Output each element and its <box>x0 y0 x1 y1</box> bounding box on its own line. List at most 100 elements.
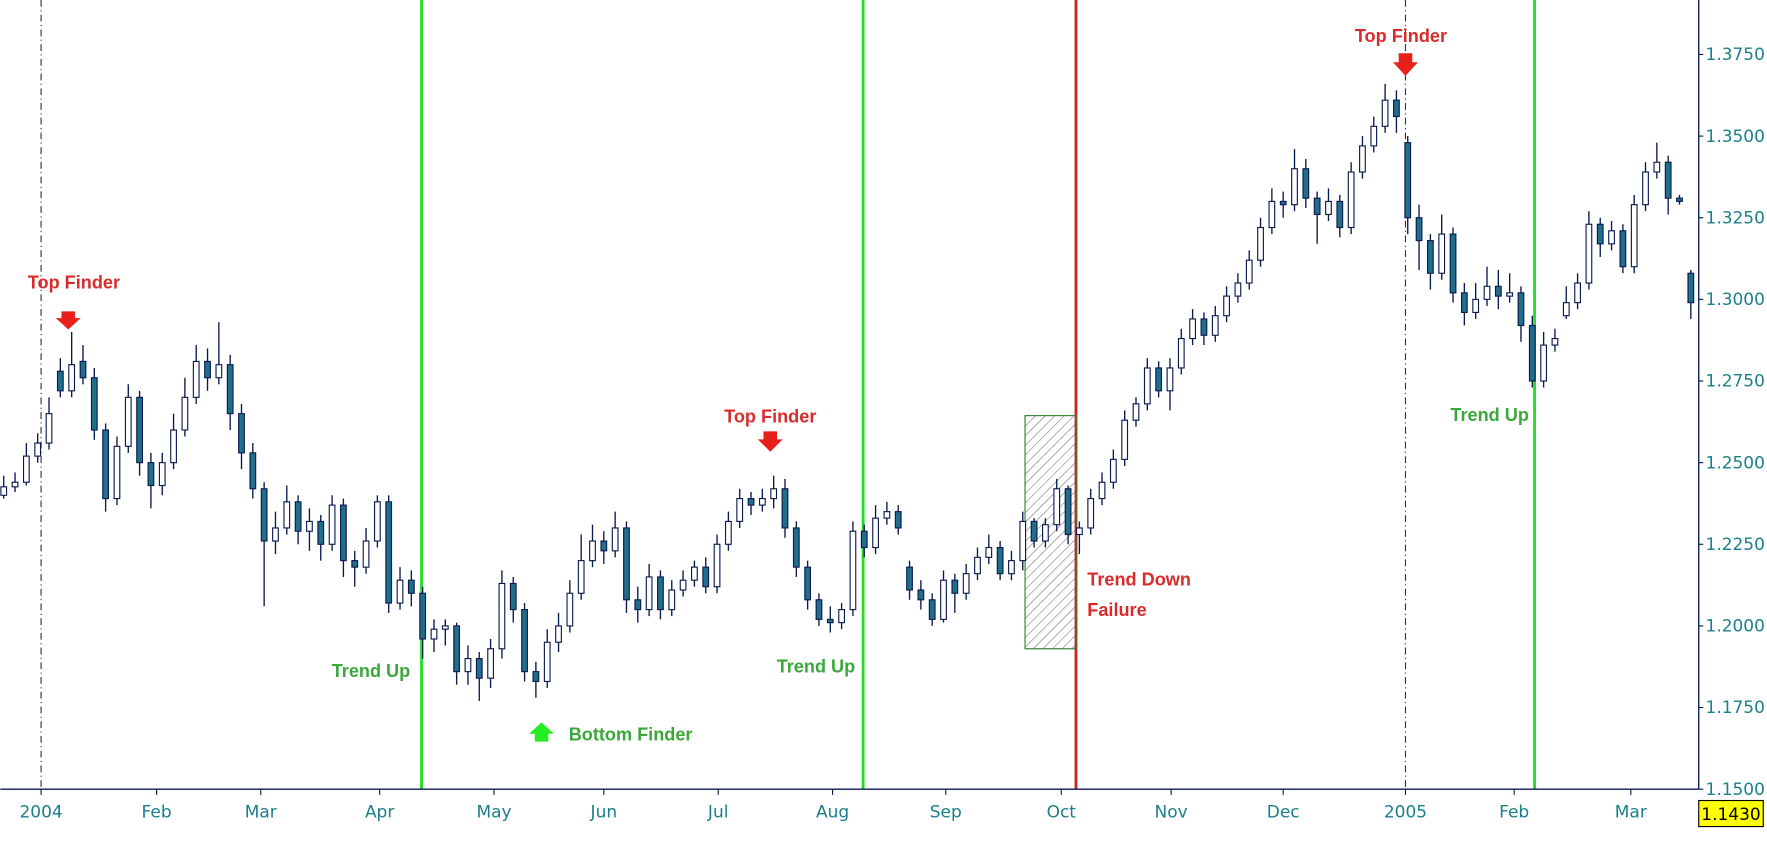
candle-body <box>555 625 562 643</box>
candle <box>883 501 891 525</box>
candle-body <box>1234 282 1242 297</box>
vertical-lines <box>40 0 1536 790</box>
top-finder-arrow-2 <box>757 431 783 452</box>
candle <box>464 645 472 685</box>
candle-body <box>1098 481 1106 500</box>
candle-body <box>1381 99 1389 127</box>
candle <box>487 638 494 688</box>
candle <box>1370 116 1378 153</box>
x-tick-label: May <box>476 803 511 823</box>
candle <box>1279 191 1287 218</box>
candle <box>351 550 359 587</box>
candle-body <box>645 576 653 611</box>
candle <box>1075 521 1083 555</box>
x-tick-label: Feb <box>1499 803 1529 823</box>
candle <box>249 443 257 499</box>
candle <box>124 384 132 453</box>
candle <box>1359 136 1366 179</box>
candle-body <box>849 530 857 611</box>
candle-body <box>147 462 155 487</box>
candle <box>1528 315 1536 388</box>
candle-body <box>328 504 336 545</box>
candle-body <box>951 579 959 594</box>
candle-body <box>1336 200 1344 229</box>
candle <box>272 511 279 555</box>
x-tick-label: Mar <box>245 803 277 823</box>
candle <box>826 606 834 633</box>
candle <box>317 514 325 561</box>
candle <box>1585 211 1593 290</box>
candle <box>928 593 936 626</box>
candle <box>543 629 551 688</box>
x-tick-label: Aug <box>816 803 849 823</box>
candle-body <box>872 517 879 549</box>
y-tick-label: 1.3000 <box>1706 290 1765 310</box>
candle-body <box>1008 560 1015 575</box>
y-tick-label: 1.2250 <box>1706 535 1765 555</box>
last-price-tag <box>1698 799 1764 828</box>
candle <box>1200 312 1208 346</box>
candle <box>1619 224 1627 274</box>
candle-body <box>985 546 993 558</box>
candle-body <box>589 540 596 562</box>
candle-body <box>1528 324 1536 382</box>
candle-body <box>1087 498 1095 529</box>
candle-body <box>623 527 630 601</box>
candle <box>1098 472 1106 506</box>
candle-body <box>1291 168 1298 206</box>
candle-body <box>1642 171 1649 206</box>
candle-body <box>917 589 925 601</box>
candle <box>373 495 381 548</box>
candle-body <box>260 488 268 542</box>
candle <box>226 354 234 430</box>
candle <box>1438 214 1446 280</box>
candle-body <box>577 560 585 594</box>
candle <box>770 475 778 509</box>
candle <box>1223 286 1230 323</box>
candle <box>0 475 8 499</box>
top-finder-label-2: Top Finder <box>724 406 816 426</box>
candle <box>1596 217 1604 257</box>
candle-body <box>45 413 53 444</box>
candle-body <box>894 511 902 529</box>
candle-body <box>306 520 313 532</box>
candle-body <box>906 566 913 591</box>
trend-up-label-2: Trend Up <box>777 657 855 677</box>
candle-body <box>283 501 291 529</box>
candle-body <box>543 641 551 683</box>
candle-body <box>56 370 64 392</box>
candle-body <box>1143 367 1151 405</box>
candle-body <box>1483 285 1491 300</box>
candle <box>1517 286 1525 342</box>
candles <box>0 83 1695 702</box>
candle <box>577 534 585 600</box>
x-tick-label: 2004 <box>19 803 62 823</box>
candle <box>238 403 245 470</box>
candle <box>90 367 98 440</box>
top-finder-arrow-1 <box>55 311 81 330</box>
candle <box>724 511 732 551</box>
candle-body <box>1596 223 1604 245</box>
candle-body <box>928 599 936 620</box>
candle-body <box>1438 233 1446 274</box>
candle-body <box>215 364 223 379</box>
candle <box>1687 269 1695 319</box>
candle <box>1653 142 1661 179</box>
candle <box>1087 488 1095 535</box>
x-tick-label: Jul <box>707 803 728 823</box>
candle-body <box>1574 282 1581 304</box>
x-tick-label: Mar <box>1615 803 1647 823</box>
candle-body <box>770 488 778 500</box>
candle-body <box>181 396 189 431</box>
candle <box>340 498 347 577</box>
candle <box>362 527 370 574</box>
axes: 1.1500 1.1750 1.2000 1.2250 1.2500 1.2750 1.30… <box>0 0 1765 823</box>
candle <box>1449 227 1457 303</box>
y-tick-label: 1.2500 <box>1706 453 1765 473</box>
candle <box>781 478 789 538</box>
candle <box>1030 518 1038 548</box>
candle <box>1325 188 1332 222</box>
candle <box>1642 162 1649 212</box>
candle-body <box>136 396 143 464</box>
candle-body <box>385 501 393 604</box>
